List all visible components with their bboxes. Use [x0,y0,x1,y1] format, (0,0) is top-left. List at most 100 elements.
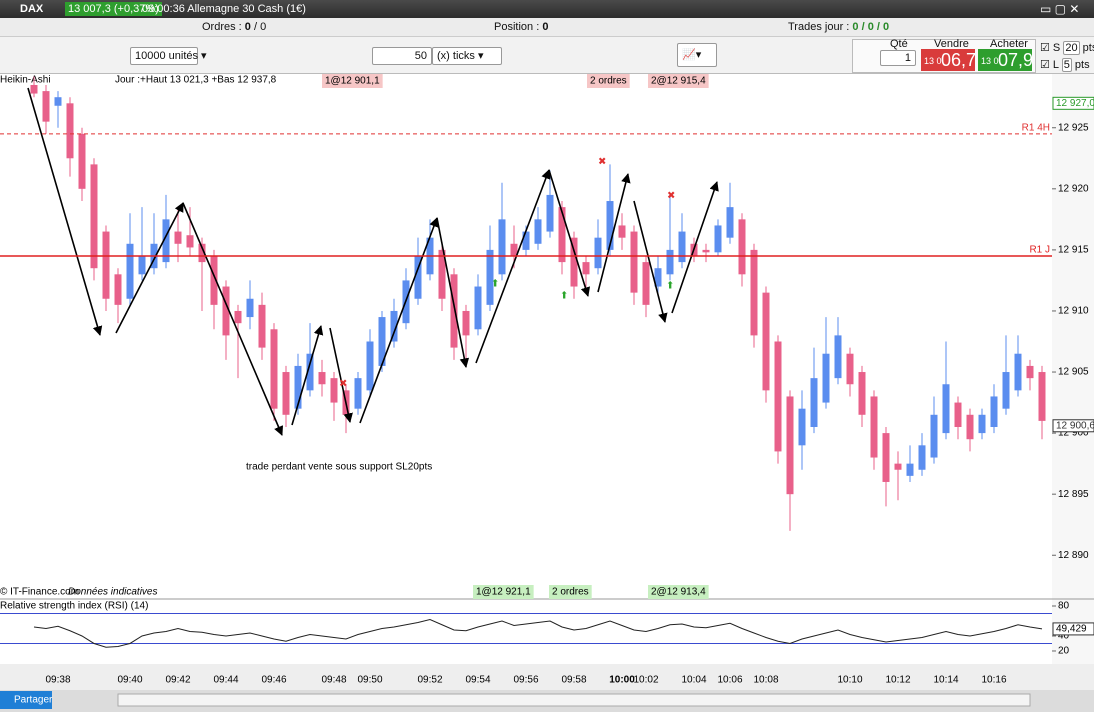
order-tag-bottom: 2@12 913,4 [651,587,706,598]
orders: Ordres : 0 / 0 [202,21,266,33]
candle-body [294,365,302,409]
trades-label: Trades jour : [788,21,850,33]
qty-input[interactable]: 1 [880,50,916,66]
candle-body [546,194,554,232]
svg-text:⬆: ⬆ [560,291,568,302]
rsi-current-bg [1052,622,1094,636]
candle-body [102,231,110,299]
sell-button[interactable]: 13 0 06,7 [921,49,977,71]
svg-text:⬆: ⬆ [666,281,674,292]
time-label: 09:40 [117,675,142,686]
window-controls[interactable]: ▭ ▢ ✕ [1040,2,1080,16]
ticks-input[interactable]: 50 [372,47,432,65]
instrument[interactable]: DAX [20,3,44,15]
level-label: R1 J [1029,245,1050,256]
s-label: S [1052,42,1061,54]
candle-body [234,310,242,324]
buy-small: 13 0 [981,56,999,66]
sell-big: 06,7 [941,50,977,70]
candle-body [570,237,578,287]
time-axis-bg [0,664,1094,690]
buy-button[interactable]: 13 0 07,9 [978,49,1033,71]
order-tag-bottom: 1@12 921,1 [476,587,531,598]
candle-body [126,243,134,299]
candle-body [858,372,866,415]
candle-body [42,91,50,122]
trend-arrows [27,87,719,436]
time-label: 09:38 [45,675,70,686]
time-label: 09:58 [561,675,586,686]
candle-body [78,133,86,189]
svg-text:⬆: ⬆ [491,279,499,290]
y-tick-label: 12 915 [1058,245,1089,256]
sell-small: 13 0 [924,56,942,66]
s-unit: pts [1082,42,1094,54]
annotation: trade perdant vente sous support SL20pts [246,462,432,473]
candle-body [654,268,662,287]
y-tick-label: 12 900 [1058,428,1089,439]
time-label: 09:46 [261,675,286,686]
time-label: 09:54 [465,675,490,686]
time-label: 10:10 [837,675,862,686]
plot-area [30,76,1046,531]
candle-body [414,255,422,299]
candle-body [186,235,194,248]
candle-body [354,378,362,409]
candle-body [678,231,686,263]
info: Jour :+Haut 13 021,3 +Bas 12 937,8 [115,75,277,86]
candle-body [954,402,962,427]
candle-body [318,372,326,385]
candle-body [702,249,710,253]
rsi-title: Relative strength index (RSI) (14) [0,601,148,612]
candle-body [510,243,518,256]
order-tag-bottom-bg [648,585,709,599]
candle-body [726,207,734,238]
s-value: 20 [1063,41,1080,55]
rsi-tick-label: 40 [1058,631,1070,642]
order-tag-top-bg [587,74,630,88]
l-value: 5 [1061,58,1072,72]
position-count: 0 [542,21,549,33]
candle-body [90,164,98,269]
level-label: R1 4H [1022,122,1050,133]
time-label: 09:56 [513,675,538,686]
price-axis-bg [1052,74,1094,664]
time-label: 09:42 [165,675,190,686]
candle-body [438,249,446,299]
candle-body [942,384,950,434]
toolbar: 10000 unités ▾ 50 (x) ticks ▾ 📈▾ Qté 1 V… [0,37,1094,74]
candle-body [918,445,926,470]
candle-body [774,341,782,452]
candle-body [198,243,206,263]
candle-body [798,408,806,446]
ticks-select[interactable]: (x) ticks ▾ [432,47,502,65]
time-label: 10:08 [753,675,778,686]
orders-total: / 0 [253,21,267,33]
time-label: 09:50 [357,675,382,686]
order-tag-top-bg [322,74,383,88]
candle-body [1002,372,1010,409]
candle-body [606,201,614,250]
scrollbar[interactable] [117,693,1031,707]
share-button[interactable] [0,691,52,709]
buy-label: Acheter [990,38,1028,50]
svg-text:✖: ✖ [339,379,347,390]
source-note: Données indicatives [68,587,158,598]
trades: Trades jour : 0 / 0 / 0 [788,21,889,33]
candle-body [750,249,758,336]
candle-body [990,396,998,427]
candle-body [1014,353,1022,391]
candle-body [450,274,458,348]
candle-body [810,378,818,427]
time-label: 10:02 [633,675,658,686]
trade-signals: ⬆ ⬆ ⬆ ✖ ✖ ✖ [339,157,675,390]
chart-type-button[interactable]: 📈▾ [677,43,717,67]
candle-body [666,249,674,275]
trades-count: 0 / 0 / 0 [852,21,890,33]
units-select[interactable]: 10000 unités ▾ [130,47,207,65]
stop[interactable]: ☑ S 20 pts [1040,40,1094,56]
limit[interactable]: ☑ L 5 pts [1040,58,1090,72]
ticks-unit: (x) ticks [437,50,475,62]
